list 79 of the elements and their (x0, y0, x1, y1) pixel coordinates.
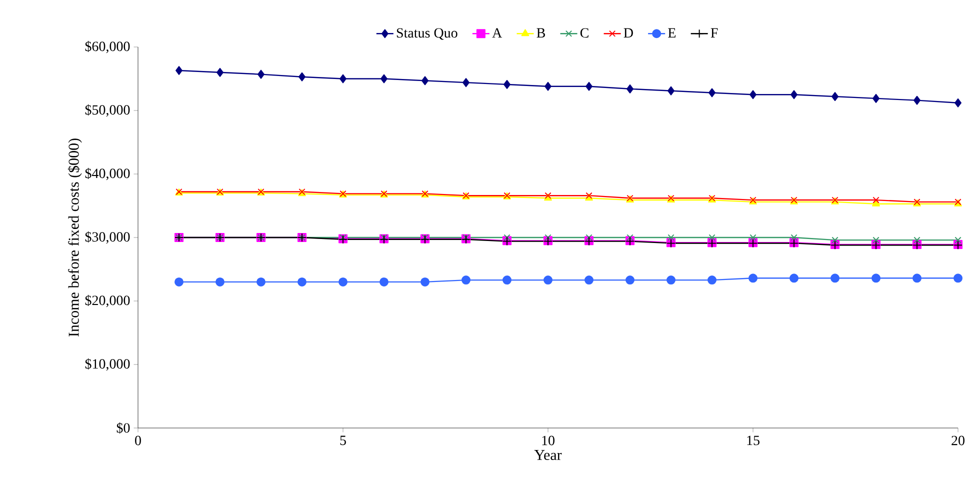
point (626, 276, 635, 285)
point (872, 94, 880, 103)
x-tick-label: 10 (542, 436, 554, 446)
y-tick-label: $40,000 (85, 168, 130, 180)
point (790, 234, 798, 241)
point (256, 277, 266, 286)
point (544, 82, 552, 91)
point (830, 274, 840, 283)
point (422, 76, 429, 86)
legend-label: Status Quo (396, 28, 458, 40)
legend-label: C (580, 28, 588, 38)
point (790, 90, 798, 100)
point (666, 276, 676, 285)
legend-label: F (710, 28, 718, 38)
y-tick-label: $30,000 (85, 231, 130, 244)
point (586, 82, 593, 91)
point (668, 86, 675, 96)
point (380, 234, 388, 241)
y-tick-label: $0 (116, 422, 130, 434)
point (502, 276, 512, 285)
x-axis-title: Year (534, 450, 562, 460)
point (544, 276, 553, 285)
x-tick-label: 15 (747, 436, 760, 446)
point (462, 78, 470, 88)
point (708, 234, 716, 241)
point (748, 274, 758, 283)
point (544, 234, 552, 241)
point (174, 277, 184, 286)
y-tick-label: $20,000 (85, 294, 130, 308)
point (912, 274, 922, 283)
point (954, 98, 962, 108)
point (832, 236, 838, 244)
point (258, 70, 264, 79)
point (298, 72, 306, 82)
point (668, 234, 674, 241)
point (216, 277, 224, 286)
point (340, 234, 346, 241)
point (504, 80, 511, 89)
point (338, 277, 348, 286)
point (954, 236, 962, 244)
point (872, 274, 881, 283)
legend-label: D (624, 28, 633, 38)
point (380, 74, 388, 84)
x-tick-label: 20 (952, 436, 964, 446)
point (462, 234, 470, 241)
point (872, 199, 880, 206)
point (954, 274, 963, 283)
point (708, 88, 716, 98)
point (832, 92, 839, 102)
point (626, 234, 634, 241)
point (750, 234, 756, 241)
point (340, 74, 347, 84)
point (176, 66, 182, 75)
point (708, 276, 717, 285)
y-axis-title: Income before fixed costs ($000) (68, 138, 82, 336)
point (914, 96, 921, 105)
point (750, 90, 757, 100)
point (298, 277, 307, 286)
point (872, 196, 880, 204)
point (420, 277, 430, 286)
point (914, 236, 920, 244)
point (790, 274, 799, 283)
point (872, 236, 880, 244)
point (586, 234, 592, 241)
point (422, 234, 428, 241)
point (626, 84, 634, 94)
x-tick-label: 0 (135, 436, 141, 446)
point (216, 68, 224, 77)
point (462, 276, 471, 285)
legend-label: B (536, 28, 545, 38)
legend-label: E (668, 28, 676, 38)
y-tick-label: $50,000 (85, 104, 130, 117)
point (584, 276, 594, 285)
y-tick-label: $10,000 (85, 358, 130, 371)
legend-label: A (492, 28, 502, 38)
point (380, 277, 389, 286)
point (504, 234, 510, 241)
y-tick-label: $60,000 (85, 40, 130, 54)
x-tick-label: 5 (340, 436, 346, 446)
